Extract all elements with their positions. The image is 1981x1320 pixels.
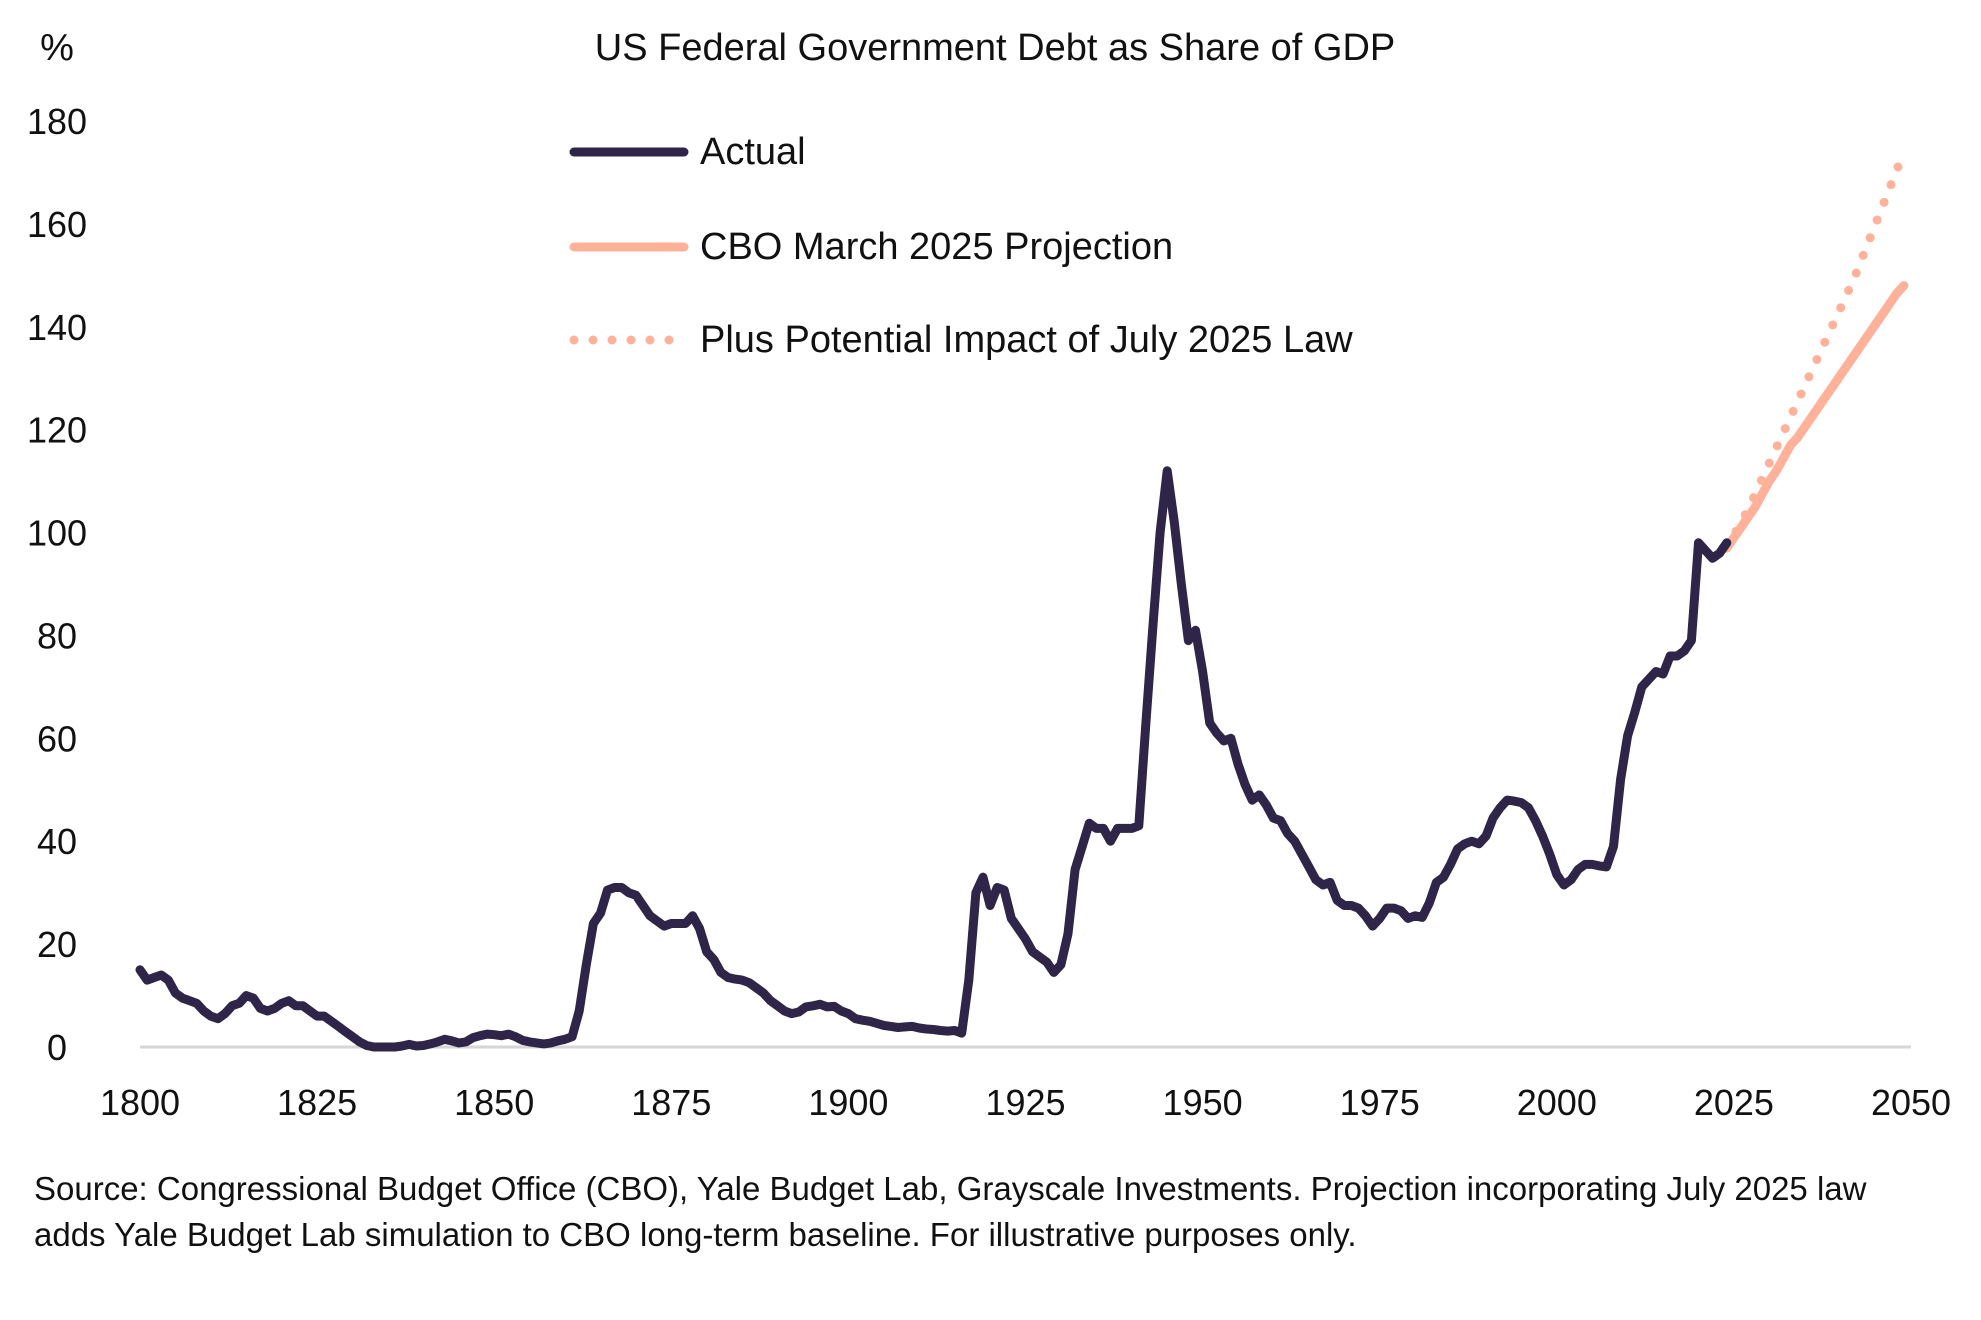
y-tick-label: 40	[37, 821, 77, 862]
y-tick-label: 180	[27, 101, 87, 142]
x-tick-label: 2000	[1517, 1082, 1597, 1123]
source-footnote: Source: Congressional Budget Office (CBO…	[34, 1170, 1867, 1253]
y-tick-label: 160	[27, 204, 87, 245]
y-tick-label: 0	[47, 1027, 67, 1068]
x-tick-label: 1850	[454, 1082, 534, 1123]
x-tick-label: 2050	[1871, 1082, 1951, 1123]
x-tick-label: 1950	[1163, 1082, 1243, 1123]
series-line-cbo-march-2025-projection	[1722, 281, 1909, 553]
y-tick-label: 100	[27, 513, 87, 554]
y-tick-label: 60	[37, 718, 77, 759]
chart-title: US Federal Government Debt as Share of G…	[595, 27, 1395, 69]
x-tick-label: 1825	[277, 1082, 357, 1123]
y-tick-label: 20	[37, 924, 77, 965]
x-tick-label: 1975	[1340, 1082, 1420, 1123]
y-axis-unit-label: %	[40, 27, 74, 69]
y-tick-label: 80	[37, 615, 77, 656]
x-tick-labels: 1800 1825 1850 1875 1900 1925 1950 1975 2000 2025…	[100, 1082, 1951, 1123]
x-tick-label: 1800	[100, 1082, 180, 1123]
series-lines	[135, 147, 1909, 1052]
y-tick-label: 140	[27, 307, 87, 348]
x-tick-label: 1900	[808, 1082, 888, 1123]
series-line-plus-potential-impact-of-july-2025-law	[1722, 147, 1909, 553]
legend: Actual CBO March 2025 Projection Plus Po…	[569, 131, 1353, 361]
series-line-actual	[135, 466, 1732, 1052]
x-tick-label: 1925	[985, 1082, 1065, 1123]
x-tick-label: 2025	[1694, 1082, 1774, 1123]
y-tick-label: 120	[27, 410, 87, 451]
legend-item-july-2025-law: Plus Potential Impact of July 2025 Law	[569, 319, 1353, 361]
legend-label-cbo-projection: CBO March 2025 Projection	[700, 226, 1173, 268]
y-tick-labels: 0 20 40 60 80 100 120 140 160 180	[27, 101, 87, 1068]
legend-label-july-2025-law: Plus Potential Impact of July 2025 Law	[700, 319, 1353, 361]
legend-item-actual: Actual	[569, 131, 806, 173]
chart: % US Federal Government Debt as Share of…	[27, 27, 1951, 1123]
legend-label-actual: Actual	[700, 131, 806, 173]
legend-item-cbo-projection: CBO March 2025 Projection	[569, 226, 1173, 268]
x-tick-label: 1875	[631, 1082, 711, 1123]
